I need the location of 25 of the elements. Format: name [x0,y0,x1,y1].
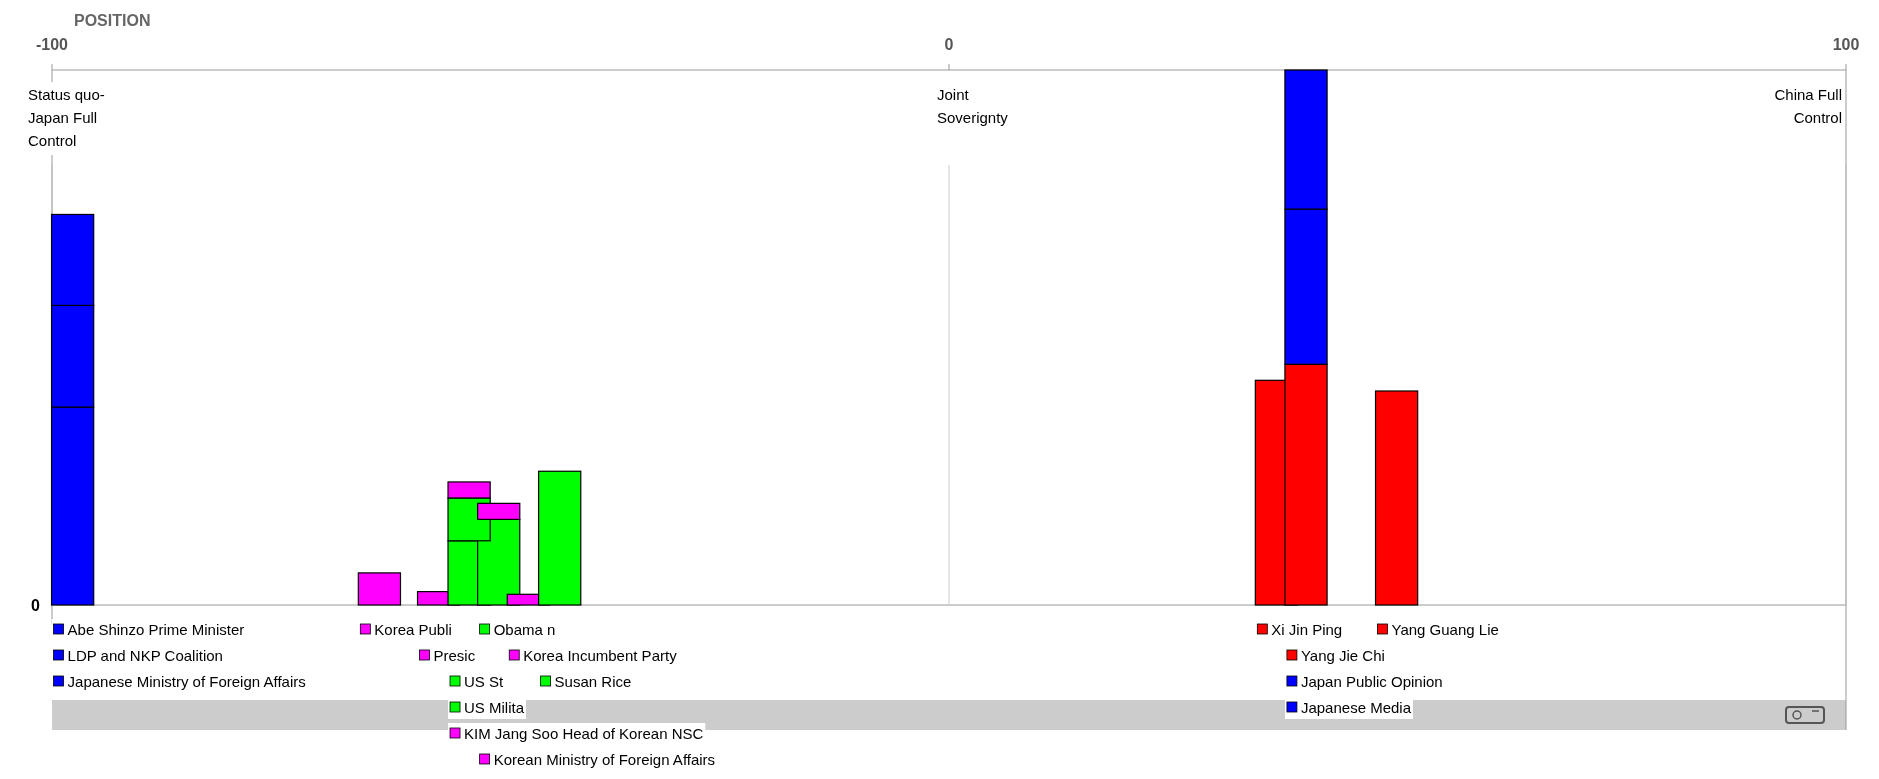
legend-label: Korea Publi [374,621,452,638]
x-tick-label: 0 [944,36,954,53]
legend-label: LDP and NKP Coalition [67,647,223,664]
legend-label: KIM Jang Soo Head of Korean NSC [464,725,704,742]
legend-label: US St [464,673,505,690]
x-tick-label: 100 [1832,36,1860,53]
legend-label: Yang Guang Lie [1391,621,1499,638]
ref-line-label: Status quo- Japan Full Control [28,86,105,149]
legend-label: Susan Rice [554,673,632,690]
legend-label: Obama n [493,621,556,638]
legend-label: Korea Incumbent Party [523,647,678,664]
legend-label: Abe Shinzo Prime Minister [67,621,245,638]
legend-label: Japanese Media [1300,699,1412,716]
legend-label: Korean Ministry of Foreign Affairs [493,751,716,768]
text: 0 [31,597,41,614]
ref-line-label: Joint Soverignty [937,86,1009,126]
legend-label: Xi Jin Ping [1271,621,1343,638]
x-tick-label: -100 [35,36,69,53]
legend-label: Japan Public Opinion [1300,673,1443,690]
legend-label: Yang Jie Chi [1300,647,1385,664]
legend-label: US Milita [464,699,525,716]
x-axis-title: POSITION [74,12,151,29]
legend-label: Presic [433,647,476,664]
legend-label: Japanese Ministry of Foreign Affairs [67,673,306,690]
ref-line-label: China Full Control [1774,86,1842,126]
